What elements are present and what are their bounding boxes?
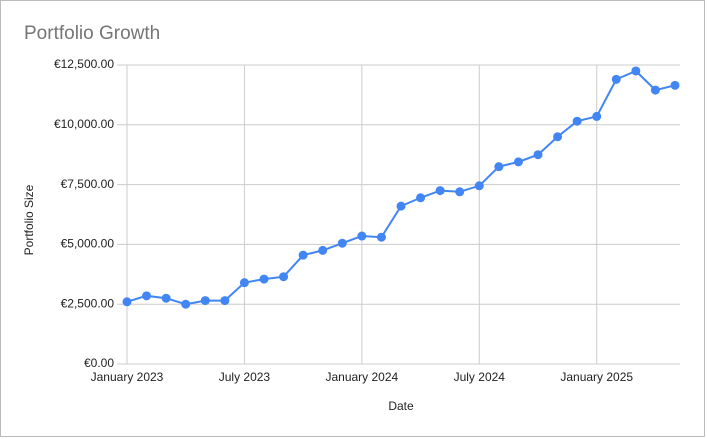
y-tick-label: €7,500.00 — [61, 177, 115, 191]
data-point — [181, 299, 191, 309]
data-point — [396, 201, 406, 211]
data-point — [337, 238, 347, 248]
y-tick-label: €10,000.00 — [54, 117, 114, 131]
y-axis-label: Portfolio Size — [22, 184, 36, 255]
data-point — [259, 274, 269, 284]
data-point — [435, 186, 445, 196]
data-point — [142, 291, 152, 301]
data-point — [533, 150, 543, 160]
chart-title: Portfolio Growth — [24, 23, 160, 44]
data-point — [220, 296, 230, 306]
x-tick-label: July 2024 — [454, 370, 506, 384]
data-point — [474, 181, 484, 191]
data-point — [572, 116, 582, 126]
data-point — [239, 278, 249, 288]
y-tick-label: €12,500.00 — [54, 57, 114, 71]
x-tick-label: January 2024 — [325, 370, 398, 384]
data-point — [357, 231, 367, 241]
y-tick-label: €0.00 — [84, 356, 114, 370]
data-point — [376, 232, 386, 242]
data-point — [318, 245, 328, 255]
x-axis-label: Date — [388, 399, 414, 413]
data-point — [553, 132, 563, 142]
data-point — [161, 293, 171, 303]
x-tick-label: January 2025 — [560, 370, 633, 384]
data-point — [122, 297, 132, 307]
data-point — [650, 85, 660, 95]
data-point — [513, 157, 523, 167]
x-tick-label: January 2023 — [91, 370, 164, 384]
data-point — [455, 187, 465, 197]
x-tick-label: July 2023 — [219, 370, 271, 384]
data-point — [416, 193, 426, 203]
y-tick-label: €5,000.00 — [61, 237, 115, 251]
data-point — [298, 250, 308, 260]
data-point — [592, 111, 602, 121]
data-point — [670, 80, 680, 90]
y-tick-label: €2,500.00 — [61, 296, 115, 310]
data-point — [200, 296, 210, 306]
data-point — [631, 66, 641, 76]
data-point — [611, 74, 621, 84]
data-point — [494, 162, 504, 172]
data-point — [279, 272, 289, 282]
